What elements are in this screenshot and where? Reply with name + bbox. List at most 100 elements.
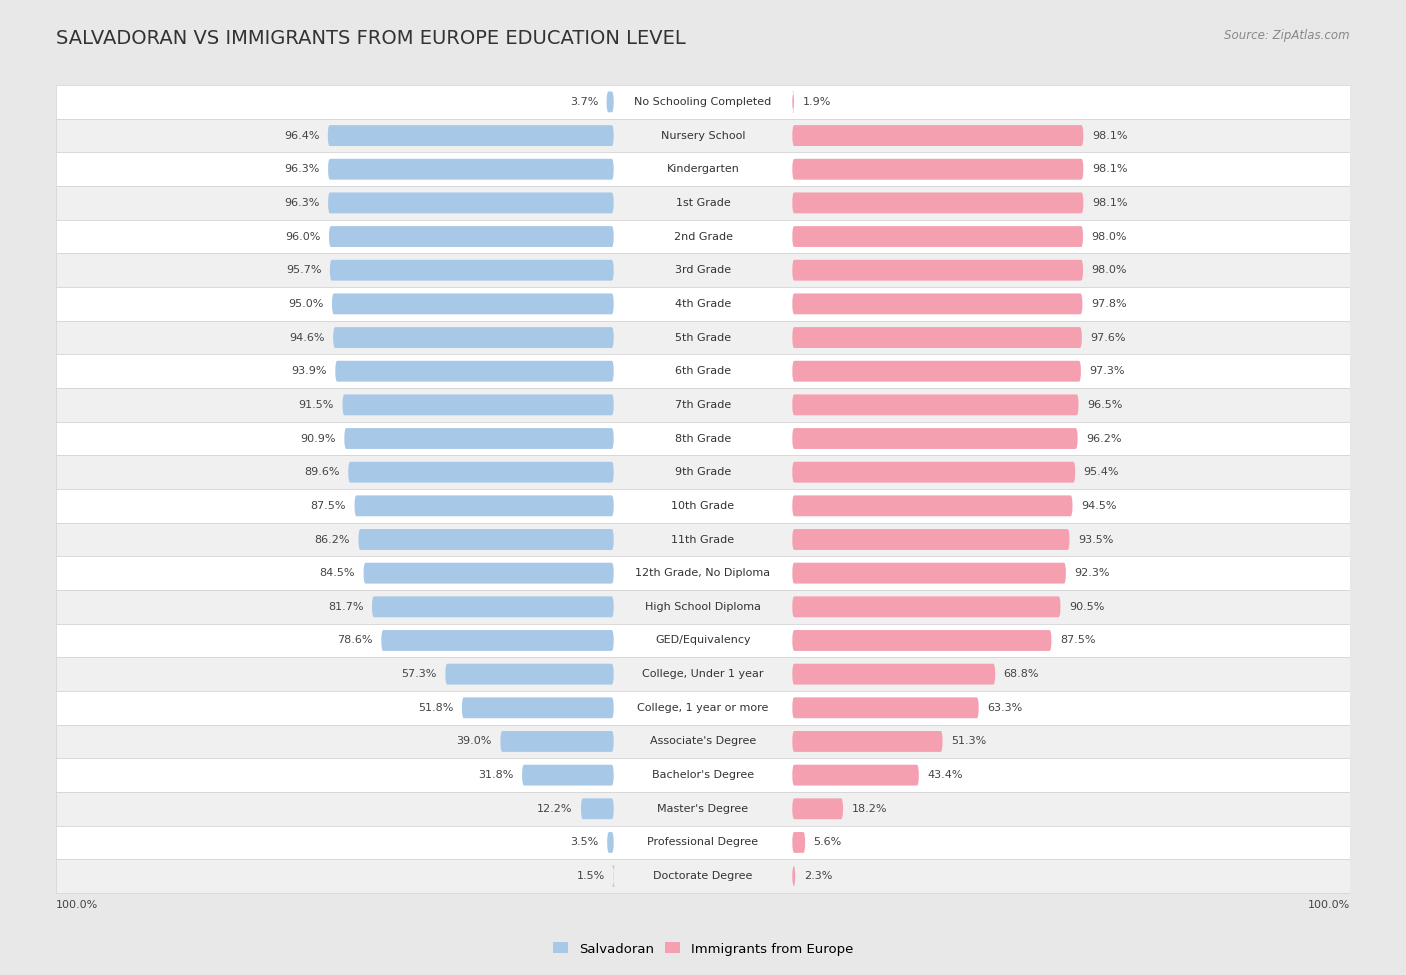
Text: 9th Grade: 9th Grade (675, 467, 731, 477)
Bar (56, 523, 1350, 557)
Text: 1st Grade: 1st Grade (676, 198, 730, 208)
FancyBboxPatch shape (463, 697, 613, 719)
FancyBboxPatch shape (793, 664, 995, 684)
Text: 5th Grade: 5th Grade (675, 332, 731, 342)
Bar (56, 691, 1350, 724)
Text: 87.5%: 87.5% (311, 501, 346, 511)
Text: GED/Equivalency: GED/Equivalency (655, 636, 751, 645)
Bar (56, 590, 1350, 624)
Text: Source: ZipAtlas.com: Source: ZipAtlas.com (1225, 29, 1350, 42)
FancyBboxPatch shape (793, 125, 1084, 146)
FancyBboxPatch shape (328, 125, 613, 146)
FancyBboxPatch shape (581, 799, 613, 819)
Text: 18.2%: 18.2% (852, 803, 887, 814)
FancyBboxPatch shape (354, 495, 613, 517)
FancyBboxPatch shape (793, 731, 942, 752)
Text: 2.3%: 2.3% (804, 871, 832, 881)
FancyBboxPatch shape (793, 395, 1078, 415)
Text: Master's Degree: Master's Degree (658, 803, 748, 814)
Text: 51.8%: 51.8% (418, 703, 453, 713)
Text: 98.0%: 98.0% (1091, 265, 1128, 275)
FancyBboxPatch shape (344, 428, 613, 448)
Text: Doctorate Degree: Doctorate Degree (654, 871, 752, 881)
FancyBboxPatch shape (359, 529, 613, 550)
Bar (56, 759, 1350, 792)
Text: 96.2%: 96.2% (1085, 434, 1122, 444)
FancyBboxPatch shape (328, 159, 613, 179)
FancyBboxPatch shape (793, 697, 979, 719)
Text: 94.5%: 94.5% (1081, 501, 1116, 511)
Text: Professional Degree: Professional Degree (647, 838, 759, 847)
Bar (56, 152, 1350, 186)
Text: 3.7%: 3.7% (569, 97, 598, 107)
Bar (56, 254, 1350, 287)
FancyBboxPatch shape (343, 395, 613, 415)
Text: 78.6%: 78.6% (337, 636, 373, 645)
Text: 12.2%: 12.2% (537, 803, 572, 814)
FancyBboxPatch shape (349, 462, 613, 483)
Text: 86.2%: 86.2% (315, 534, 350, 544)
FancyBboxPatch shape (793, 832, 806, 853)
Bar (56, 321, 1350, 354)
Bar (56, 354, 1350, 388)
FancyBboxPatch shape (793, 529, 1070, 550)
Bar (56, 489, 1350, 523)
Text: 100.0%: 100.0% (1308, 900, 1350, 910)
Text: 94.6%: 94.6% (290, 332, 325, 342)
Text: 43.4%: 43.4% (928, 770, 963, 780)
Text: 3rd Grade: 3rd Grade (675, 265, 731, 275)
FancyBboxPatch shape (793, 563, 1066, 584)
Text: 12th Grade, No Diploma: 12th Grade, No Diploma (636, 568, 770, 578)
Text: Nursery School: Nursery School (661, 131, 745, 140)
Bar (56, 219, 1350, 254)
Text: 10th Grade: 10th Grade (672, 501, 734, 511)
Bar (56, 657, 1350, 691)
Text: No Schooling Completed: No Schooling Completed (634, 97, 772, 107)
Text: 96.3%: 96.3% (284, 164, 319, 175)
Text: 68.8%: 68.8% (1004, 669, 1039, 680)
Bar (56, 421, 1350, 455)
Text: 97.3%: 97.3% (1090, 367, 1125, 376)
Text: 11th Grade: 11th Grade (672, 534, 734, 544)
Text: 100.0%: 100.0% (56, 900, 98, 910)
Bar (56, 186, 1350, 219)
FancyBboxPatch shape (793, 428, 1077, 448)
FancyBboxPatch shape (793, 597, 1060, 617)
Text: 95.7%: 95.7% (285, 265, 322, 275)
Bar (56, 724, 1350, 759)
Text: 97.8%: 97.8% (1091, 299, 1126, 309)
Text: 96.3%: 96.3% (284, 198, 319, 208)
Text: 95.4%: 95.4% (1084, 467, 1119, 477)
Text: 51.3%: 51.3% (950, 736, 987, 747)
FancyBboxPatch shape (793, 293, 1083, 314)
Text: 57.3%: 57.3% (402, 669, 437, 680)
Text: 98.0%: 98.0% (1091, 231, 1128, 242)
FancyBboxPatch shape (522, 764, 613, 786)
Text: SALVADORAN VS IMMIGRANTS FROM EUROPE EDUCATION LEVEL: SALVADORAN VS IMMIGRANTS FROM EUROPE EDU… (56, 29, 686, 48)
Text: 90.9%: 90.9% (301, 434, 336, 444)
Text: 96.4%: 96.4% (284, 131, 319, 140)
Text: Kindergarten: Kindergarten (666, 164, 740, 175)
Text: 5.6%: 5.6% (814, 838, 842, 847)
Text: 98.1%: 98.1% (1092, 164, 1128, 175)
FancyBboxPatch shape (446, 664, 613, 684)
Text: 3.5%: 3.5% (571, 838, 599, 847)
FancyBboxPatch shape (330, 259, 613, 281)
FancyBboxPatch shape (793, 462, 1076, 483)
FancyBboxPatch shape (793, 159, 1084, 179)
Legend: Salvadoran, Immigrants from Europe: Salvadoran, Immigrants from Europe (547, 937, 859, 960)
FancyBboxPatch shape (606, 92, 613, 112)
Bar (56, 826, 1350, 859)
FancyBboxPatch shape (793, 799, 844, 819)
Text: 97.6%: 97.6% (1090, 332, 1126, 342)
FancyBboxPatch shape (792, 92, 794, 112)
FancyBboxPatch shape (335, 361, 613, 381)
Text: 98.1%: 98.1% (1092, 131, 1128, 140)
FancyBboxPatch shape (364, 563, 613, 584)
FancyBboxPatch shape (333, 327, 613, 348)
Text: 90.5%: 90.5% (1069, 602, 1104, 612)
Bar (56, 85, 1350, 119)
FancyBboxPatch shape (501, 731, 613, 752)
Text: 2nd Grade: 2nd Grade (673, 231, 733, 242)
Text: 4th Grade: 4th Grade (675, 299, 731, 309)
